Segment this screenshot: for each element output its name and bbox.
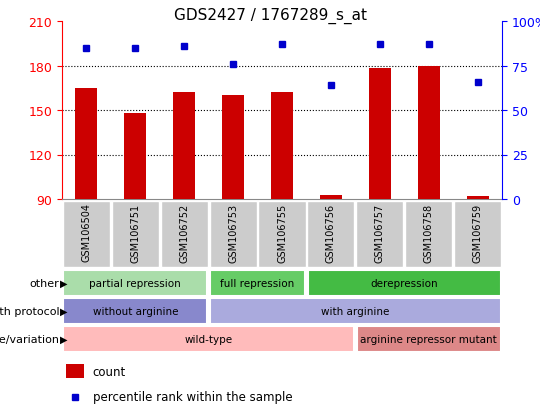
Text: GSM106757: GSM106757 — [375, 203, 385, 262]
Text: ▶: ▶ — [60, 278, 68, 288]
Text: derepression: derepression — [370, 278, 438, 288]
Bar — [307, 202, 354, 267]
Text: partial repression: partial repression — [90, 278, 181, 288]
Bar — [210, 202, 256, 267]
Text: wild-type: wild-type — [185, 334, 233, 344]
Bar — [63, 202, 110, 267]
Text: other: other — [30, 278, 59, 288]
Bar — [356, 202, 403, 267]
Text: GSM106753: GSM106753 — [228, 203, 238, 262]
Bar — [454, 202, 501, 267]
Text: without arginine: without arginine — [92, 306, 178, 316]
Text: GDS2427 / 1767289_s_at: GDS2427 / 1767289_s_at — [173, 8, 367, 24]
Bar — [112, 202, 159, 267]
Bar — [173, 93, 195, 199]
Text: ▶: ▶ — [60, 306, 68, 316]
Bar — [64, 299, 207, 324]
Bar — [66, 364, 84, 378]
Bar — [320, 195, 342, 199]
Bar — [210, 299, 501, 324]
Text: percentile rank within the sample: percentile rank within the sample — [93, 390, 293, 403]
Bar — [76, 88, 97, 199]
Bar — [64, 271, 207, 296]
Text: GSM106751: GSM106751 — [130, 203, 140, 262]
Text: GSM106759: GSM106759 — [472, 203, 483, 262]
Bar — [259, 202, 306, 267]
Text: growth protocol: growth protocol — [0, 306, 59, 316]
Bar — [124, 114, 146, 199]
Text: GSM106752: GSM106752 — [179, 203, 189, 262]
Text: ▶: ▶ — [60, 334, 68, 344]
Text: GSM106756: GSM106756 — [326, 203, 336, 262]
Text: genotype/variation: genotype/variation — [0, 334, 59, 344]
Bar — [210, 271, 305, 296]
Text: GSM106504: GSM106504 — [82, 203, 91, 262]
Bar — [222, 96, 244, 199]
Text: count: count — [93, 365, 126, 378]
Text: GSM106755: GSM106755 — [277, 203, 287, 262]
Bar — [357, 327, 501, 352]
Bar — [271, 93, 293, 199]
Text: full repression: full repression — [220, 278, 295, 288]
Bar — [417, 66, 440, 199]
Bar — [308, 271, 501, 296]
Text: with arginine: with arginine — [321, 306, 389, 316]
Bar — [64, 327, 354, 352]
Bar — [467, 197, 489, 199]
Text: arginine repressor mutant: arginine repressor mutant — [360, 334, 497, 344]
Bar — [369, 69, 391, 199]
Bar — [161, 202, 208, 267]
Text: GSM106758: GSM106758 — [424, 203, 434, 262]
Bar — [405, 202, 452, 267]
